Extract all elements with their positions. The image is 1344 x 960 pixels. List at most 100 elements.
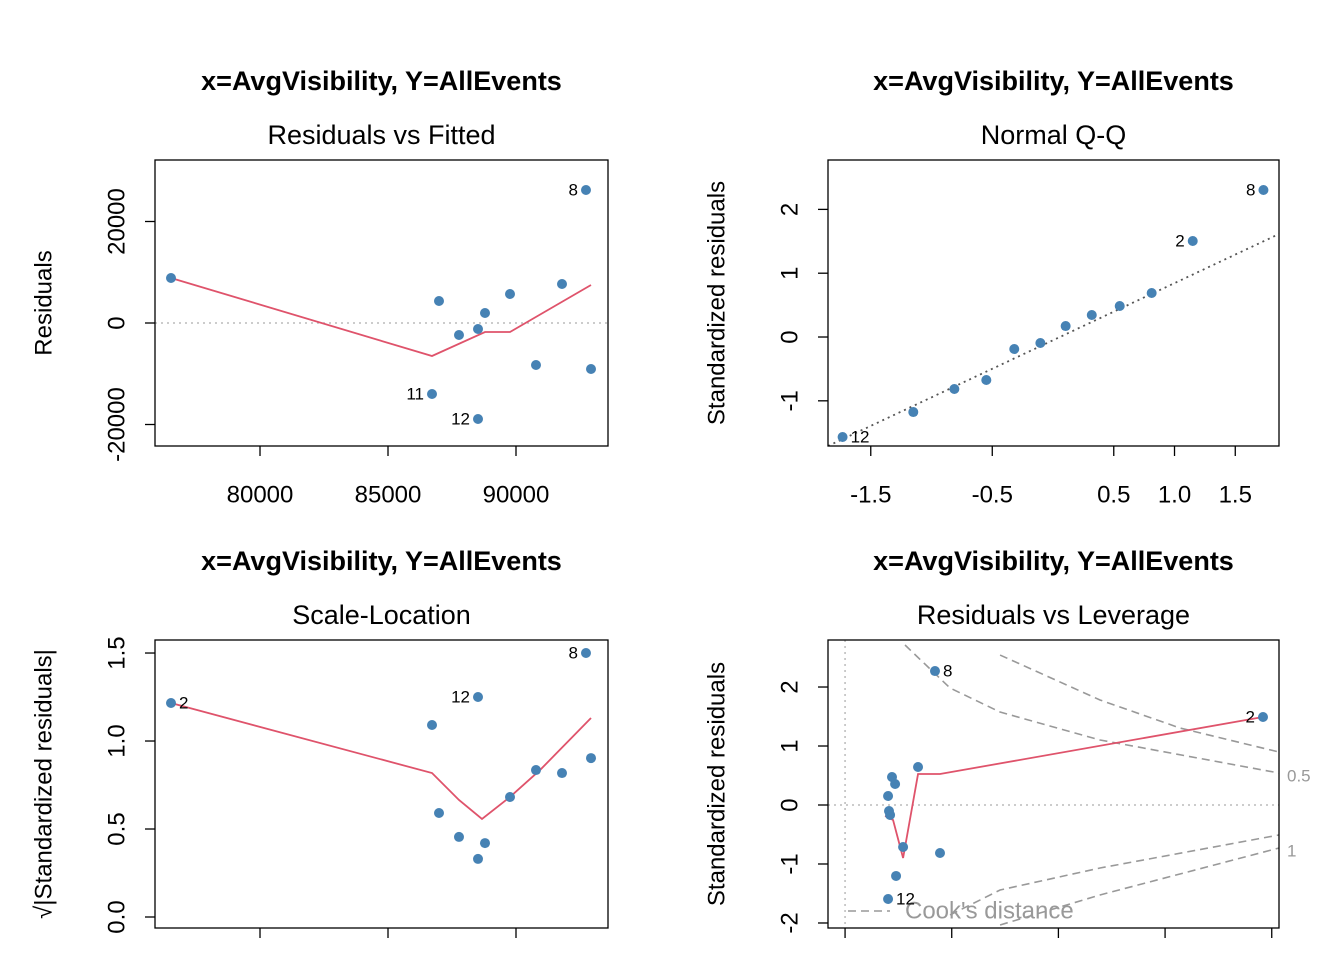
panel-title: x=AvgVisibility, Y=AllEvents (873, 66, 1234, 96)
panel-subtitle: Residuals vs Leverage (917, 600, 1190, 630)
point (837, 432, 848, 443)
cook-contour (999, 847, 1279, 926)
point (530, 765, 541, 776)
plot-area (170, 702, 592, 821)
point (913, 762, 924, 773)
point (453, 330, 464, 341)
y-tick-label: 0.5 (103, 812, 130, 845)
point (505, 791, 516, 802)
point (1009, 344, 1020, 355)
x-tick-label: -1.5 (850, 481, 891, 508)
point (1257, 711, 1268, 722)
y-tick-label: 2 (776, 680, 803, 693)
point-label: 12 (896, 889, 915, 908)
point (453, 831, 464, 842)
point (433, 807, 444, 818)
point-label: 12 (451, 409, 470, 428)
point (586, 753, 597, 764)
panel-subtitle: Normal Q-Q (981, 120, 1127, 150)
point-label: 2 (1175, 231, 1184, 250)
point-label: 8 (943, 662, 952, 681)
y-tick-label: -20000 (103, 387, 130, 462)
smooth-line (170, 277, 592, 357)
point (433, 296, 444, 307)
cook-contour (904, 644, 1279, 774)
point (1187, 235, 1198, 246)
plot-frame (827, 159, 1280, 447)
point (929, 666, 940, 677)
point-label: 2 (1246, 707, 1255, 726)
panel-title: x=AvgVisibility, Y=AllEvents (201, 546, 562, 576)
point (890, 779, 901, 789)
point (473, 853, 484, 864)
point (1258, 184, 1269, 195)
y-tick-label: 1 (776, 739, 803, 752)
y-axis-label: Standardized residuals (703, 662, 730, 906)
panel-title: x=AvgVisibility, Y=AllEvents (873, 546, 1234, 576)
point-label: 12 (851, 427, 870, 446)
point (556, 278, 567, 289)
y-axis-label: √|Standardized residuals| (30, 649, 57, 919)
x-tick-label: 80000 (227, 481, 294, 508)
plot-area (155, 277, 608, 357)
x-tick-label: -0.5 (972, 481, 1013, 508)
panel-subtitle: Residuals vs Fitted (267, 120, 495, 150)
point (885, 809, 896, 820)
plot-frame (827, 639, 1280, 929)
y-tick-label: 0 (103, 316, 130, 329)
point (1146, 287, 1157, 298)
point (479, 308, 490, 319)
y-tick-label: 0 (776, 798, 803, 811)
cook-contour (999, 654, 1279, 753)
smooth-line (170, 702, 592, 821)
point (935, 848, 946, 859)
point (473, 692, 484, 703)
plot-frame (154, 159, 609, 447)
y-tick-label: -1 (776, 853, 803, 874)
point-label: 8 (569, 644, 578, 663)
point (165, 273, 176, 284)
point (473, 323, 484, 334)
point (891, 870, 902, 881)
cook-legend: Cook's distance (905, 897, 1074, 924)
point-label: 8 (1246, 180, 1255, 199)
point (530, 360, 541, 371)
point (1114, 300, 1125, 311)
y-tick-label: -2 (776, 912, 803, 933)
point (165, 698, 176, 709)
point (556, 768, 567, 779)
y-tick-label: -1 (776, 390, 803, 411)
plot-area (828, 233, 1279, 446)
point (586, 364, 597, 375)
cook-contour (949, 834, 1279, 916)
y-tick-label: 0.0 (103, 900, 130, 933)
point-label: 11 (406, 384, 424, 403)
x-tick-label: 1.5 (1219, 481, 1252, 508)
point (580, 184, 591, 195)
smooth-line (884, 716, 1264, 859)
point (427, 720, 438, 731)
panel-subtitle: Scale-Location (292, 600, 471, 630)
y-axis-label: Residuals (30, 250, 57, 355)
point (883, 790, 894, 801)
x-tick-label: 1.0 (1158, 481, 1191, 508)
point (981, 375, 992, 386)
y-tick-label: 1.5 (103, 636, 130, 669)
point (473, 414, 484, 425)
x-tick-label: 85000 (355, 481, 422, 508)
y-tick-label: 1 (776, 267, 803, 280)
plot-frame (154, 639, 609, 929)
x-tick-label: 90000 (483, 481, 550, 508)
y-tick-label: 2 (776, 203, 803, 216)
y-tick-label: 0 (776, 330, 803, 343)
point (479, 838, 490, 849)
point-label: 12 (451, 688, 470, 707)
point-label: 2 (179, 693, 188, 712)
point (949, 384, 960, 395)
panel-title: x=AvgVisibility, Y=AllEvents (201, 66, 562, 96)
x-tick-label: 0.5 (1097, 481, 1130, 508)
point (580, 648, 591, 659)
cook-level-label: 0.5 (1287, 767, 1311, 786)
